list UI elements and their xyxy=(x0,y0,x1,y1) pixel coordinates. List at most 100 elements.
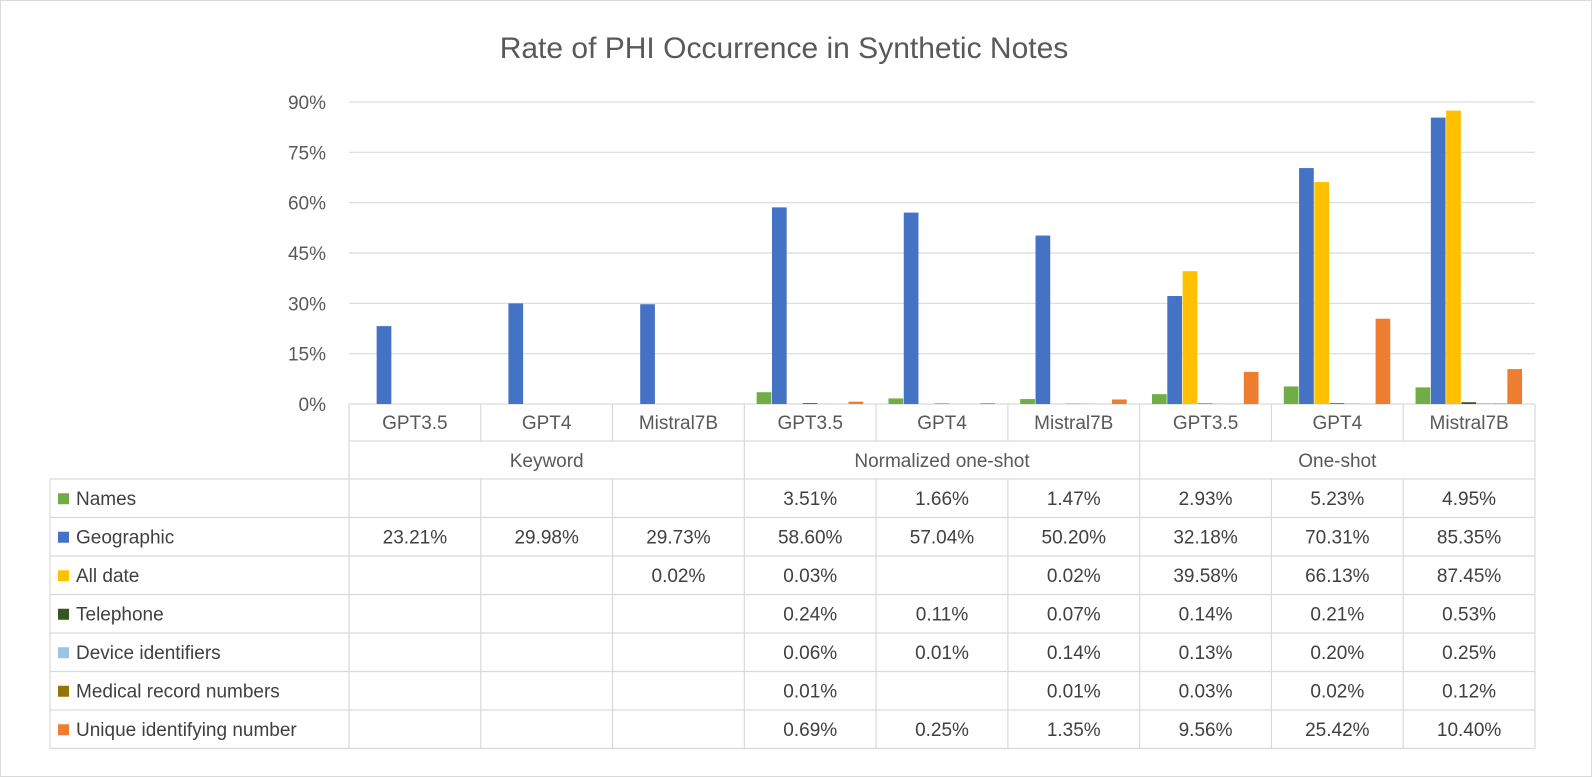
bar-names xyxy=(1152,394,1167,404)
table-cell-value: 23.21% xyxy=(383,527,448,548)
y-tick-label: 0% xyxy=(299,395,327,416)
data-table: GPT3.5 GPT4 Mistral7B GPT3.5 GPT4 Mistral7B GP… xyxy=(49,404,1536,750)
bar-unique-identifying-number xyxy=(1375,318,1391,404)
table-cell-value: 0.13% xyxy=(1179,643,1233,664)
table-cell-value: 0.53% xyxy=(1442,604,1496,625)
legend-label: Device identifiers xyxy=(76,643,221,664)
y-axis: 0% 15% 30% 45% 60% 75% 90% xyxy=(288,93,326,416)
table-cell-value: 1.66% xyxy=(915,489,969,510)
bar-names xyxy=(1283,386,1299,404)
legend-key xyxy=(58,493,69,505)
legend-key xyxy=(58,724,69,736)
bar-unique-identifying-number xyxy=(980,403,995,404)
x-category-label: GPT3.5 xyxy=(1173,413,1238,434)
table-cell-value: 66.13% xyxy=(1305,566,1370,587)
bar-unique-identifying-number xyxy=(1243,371,1259,404)
legend-key xyxy=(58,570,69,582)
table-cell-value: 25.42% xyxy=(1305,720,1370,741)
x-category-label: GPT3.5 xyxy=(777,413,842,434)
bars xyxy=(376,110,1523,404)
bar-unique-identifying-number xyxy=(1507,369,1523,404)
bar-names xyxy=(1020,399,1035,404)
table-cell-value: 10.40% xyxy=(1437,720,1502,741)
bar-unique-identifying-number xyxy=(1112,399,1127,404)
legend-label: Unique identifying number xyxy=(76,720,297,741)
table-cell-value: 3.51% xyxy=(783,489,837,510)
table-cell-value: 57.04% xyxy=(910,527,975,548)
bar-geographic xyxy=(1035,235,1051,404)
x-category-label: GPT4 xyxy=(917,413,967,434)
bar-geographic xyxy=(376,326,392,404)
table-cell-value: 58.60% xyxy=(778,527,843,548)
x-category-label: GPT3.5 xyxy=(382,413,447,434)
y-tick-label: 30% xyxy=(288,294,326,315)
table-cell-value: 0.69% xyxy=(783,720,837,741)
table-cell-value: 4.95% xyxy=(1442,489,1496,510)
table-cell-value: 50.20% xyxy=(1042,527,1107,548)
table-cell-value: 0.03% xyxy=(1179,681,1233,702)
x-category-label: GPT4 xyxy=(522,413,572,434)
table-cell-value: 0.01% xyxy=(783,681,837,702)
table-cell-value: 2.93% xyxy=(1179,489,1233,510)
chart-title: Rate of PHI Occurrence in Synthetic Note… xyxy=(500,32,1069,65)
x-category-label: Mistral7B xyxy=(639,413,718,434)
bar-unique-identifying-number xyxy=(848,401,864,404)
x-group-label: Keyword xyxy=(510,451,584,472)
bar-telephone xyxy=(1329,403,1345,404)
bar-all-date xyxy=(1182,271,1198,404)
bar-telephone xyxy=(1461,402,1477,404)
table-cell-value: 39.58% xyxy=(1173,566,1238,587)
table-cell-value: 0.03% xyxy=(783,566,837,587)
table-cell-value: 0.11% xyxy=(916,604,969,625)
table-cell-value: 9.56% xyxy=(1179,720,1233,741)
bar-device-identifiers xyxy=(1476,403,1492,404)
bar-geographic xyxy=(1167,296,1183,404)
legend-key xyxy=(58,531,69,543)
bar-geographic xyxy=(903,212,919,404)
table-cell-value: 29.73% xyxy=(646,527,711,548)
bar-geographic xyxy=(771,207,787,404)
table-cell-value: 0.25% xyxy=(1442,643,1496,664)
table-cell-value: 87.45% xyxy=(1437,566,1502,587)
legend-label: Geographic xyxy=(76,527,174,548)
table-cell-value: 0.14% xyxy=(1047,643,1101,664)
table-cell-value: 0.02% xyxy=(1310,681,1364,702)
y-tick-label: 90% xyxy=(288,93,326,114)
bar-geographic xyxy=(508,303,524,404)
legend-label: Medical record numbers xyxy=(76,681,280,702)
table-cell-value: 1.47% xyxy=(1047,489,1101,510)
table-cell-value: 0.24% xyxy=(783,604,837,625)
bar-geographic xyxy=(1430,117,1446,404)
table-cell-value: 0.01% xyxy=(1047,681,1101,702)
legend-key xyxy=(58,647,69,659)
bar-all-date xyxy=(1314,182,1330,404)
bar-names xyxy=(888,398,904,404)
bar-names xyxy=(756,392,772,404)
table-cell-value: 29.98% xyxy=(514,527,579,548)
x-category-label: Mistral7B xyxy=(1430,413,1509,434)
table-cell-value: 0.20% xyxy=(1310,643,1364,664)
legend-key xyxy=(58,608,69,620)
table-cell-value: 0.02% xyxy=(1047,566,1101,587)
table-cell-value: 0.01% xyxy=(915,643,969,664)
y-tick-label: 60% xyxy=(288,194,326,215)
table-cell-value: 70.31% xyxy=(1305,527,1370,548)
bar-device-identifiers xyxy=(1344,403,1360,404)
table-cell-value: 85.35% xyxy=(1437,527,1502,548)
table-cell-value: 0.25% xyxy=(915,720,969,741)
bar-names xyxy=(1415,387,1431,404)
legend-key xyxy=(58,685,69,697)
bar-all-date xyxy=(1446,110,1461,404)
table-cell-value: 32.18% xyxy=(1173,527,1238,548)
table-cell-value: 1.35% xyxy=(1047,720,1101,741)
x-category-label: Mistral7B xyxy=(1034,413,1113,434)
table-cell-value: 0.14% xyxy=(1179,604,1233,625)
table-cell-value: 0.07% xyxy=(1047,604,1101,625)
y-tick-label: 15% xyxy=(288,345,326,366)
table-cell-value: 0.21% xyxy=(1310,604,1364,625)
y-tick-label: 45% xyxy=(288,244,326,265)
legend-label: Telephone xyxy=(76,604,164,625)
table-cell-value: 0.12% xyxy=(1442,681,1496,702)
table-cell-value: 0.06% xyxy=(783,643,837,664)
